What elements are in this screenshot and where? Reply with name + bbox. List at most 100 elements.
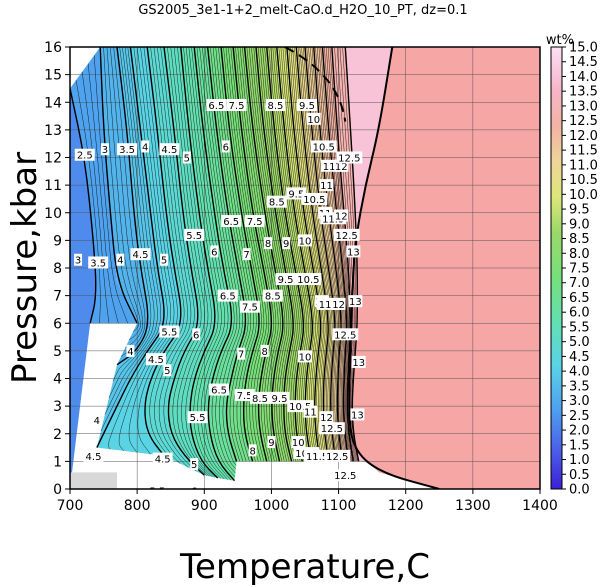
contour-label: 5 (190, 458, 199, 471)
contour-line (295, 47, 330, 462)
contour-label-text: 5 (184, 154, 190, 165)
contour-minor-line (157, 47, 192, 468)
contour-label-text: 13 (352, 358, 365, 369)
contour-line (70, 88, 97, 324)
contour-label-text: 4.5 (86, 452, 102, 463)
contour-label: 8.5 (250, 391, 271, 405)
contour-label: 4 (116, 253, 125, 267)
contour-minor-line (306, 47, 338, 462)
contour-label: 6 (190, 484, 199, 489)
contour-label-text: 9.5 (299, 101, 315, 112)
contour-minor-line (81, 71, 110, 324)
y-tick-label: 8 (53, 261, 62, 277)
colorbar-tick-label: 12.5 (569, 114, 598, 129)
field-band (286, 47, 330, 462)
contour-label-text: 5 (164, 366, 170, 377)
contour-label: 9.5 (275, 273, 296, 286)
contour-label: 6 (221, 140, 230, 153)
contour-label-bg (130, 248, 151, 261)
contour-label-bg (221, 215, 242, 228)
contour-label-bg (260, 344, 269, 357)
colorbar-tick-label: 7.0 (569, 276, 590, 291)
contour-label-bg (159, 143, 180, 156)
contour-label-text: 3 (102, 145, 108, 156)
contour-minor-line (342, 47, 358, 462)
contour-label-text: 12.5 (334, 330, 356, 341)
contour-minor-line (251, 47, 290, 462)
contour-label-bg (291, 436, 306, 449)
contour-label-text: 12.5 (321, 424, 343, 435)
contour-label-bg (147, 484, 168, 489)
contour-label: 13 (351, 355, 366, 369)
contour-label: 4 (126, 344, 135, 358)
contour-label-bg (206, 99, 227, 112)
contour-label: 12.5 (332, 328, 359, 341)
contour-label: 7.5 (226, 99, 247, 112)
contour-label-text: 8.5 (265, 292, 281, 303)
contour-minor-line (160, 47, 197, 472)
colorbar-tick-label: 5.0 (569, 335, 590, 350)
contour-label-text: 3.5 (90, 258, 106, 269)
contour-minor-line (327, 47, 352, 462)
contour-line (232, 47, 272, 462)
colorbar-tick-label: 11.0 (569, 158, 598, 173)
contour-minor-line (311, 47, 342, 462)
colorbar-tick-label: 14.0 (569, 70, 598, 85)
contour-minor-line (290, 47, 324, 462)
y-tick-label: 2 (53, 427, 62, 443)
contour-minor-line (110, 47, 143, 349)
contour-label: 8.5 (262, 289, 283, 303)
contour-minor-line (87, 63, 119, 324)
contour-label: 9.5 (297, 99, 318, 112)
contour-label-text: 4 (117, 256, 123, 267)
contour-label-bg (92, 413, 101, 426)
contour-label-text: 7 (243, 250, 249, 261)
contour-label-bg (282, 237, 291, 250)
contour-label: 3 (74, 253, 83, 267)
colorbar-tick-label: 9.5 (569, 203, 590, 218)
contour-minor-line (230, 47, 270, 462)
contour-label-text: 5.5 (161, 328, 177, 339)
contour-label: 7.5 (244, 215, 265, 228)
y-tick-label: 3 (53, 399, 62, 415)
contour-label-text: 3.5 (119, 145, 135, 156)
x-tick-label: 1300 (455, 498, 491, 514)
contour-minor-line (204, 47, 243, 466)
contour-label-text: 11.5 (319, 300, 341, 311)
contour-label: 13 (346, 245, 361, 258)
contour-label-text: 8 (265, 239, 271, 250)
contour-label-text: 5 (191, 460, 197, 471)
contour-label-bg (217, 289, 238, 302)
contour-label-bg (267, 436, 276, 449)
contour-minor-line (339, 47, 357, 462)
contour-label-bg (74, 253, 83, 266)
contour-minor-line (196, 47, 236, 477)
contour-minor-line (326, 47, 351, 462)
contour-line (144, 47, 182, 457)
dashed-boundary (284, 47, 347, 122)
colorbar-tick-label: 15.0 (569, 41, 598, 56)
contour-label: 4.5 (145, 353, 166, 366)
contour-minor-line (317, 47, 346, 462)
colorbar-tick-label: 1.5 (569, 438, 590, 453)
x-tick-label: 1200 (388, 498, 424, 514)
contour-line (321, 47, 350, 462)
contour-label: 6.5 (209, 383, 230, 397)
contour-label: 8.5 (265, 99, 286, 112)
contour-label-bg (332, 328, 359, 341)
contour-minor-line (137, 47, 178, 455)
contour-label: 4.5 (152, 452, 173, 466)
contour-minor-line (113, 47, 146, 357)
colorbar-tick-label: 7.5 (569, 262, 590, 277)
contour-minor-line (242, 47, 281, 462)
y-tick-label: 13 (44, 123, 62, 139)
y-tick-label: 10 (44, 206, 62, 222)
contour-minor-line (199, 47, 238, 474)
contour-label: 10 (306, 112, 321, 126)
contour-label: 10.5 (295, 273, 322, 286)
contour-minor-line (218, 47, 257, 462)
contour-line (220, 47, 260, 462)
contour-label: 5.5 (184, 228, 205, 242)
contour-label-bg (116, 253, 125, 266)
